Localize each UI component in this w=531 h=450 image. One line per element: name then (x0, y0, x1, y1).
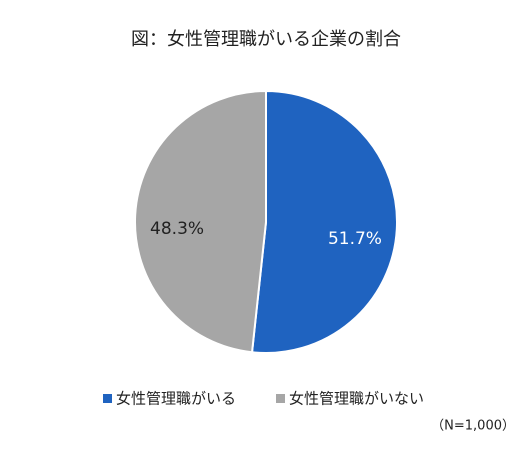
legend-swatch (276, 394, 285, 403)
annotation: （N=1,000） (431, 419, 515, 434)
pie-slice (250, 89, 398, 354)
legend-label: 女性管理職がいる (116, 390, 236, 408)
pie-slice (134, 89, 267, 354)
legend-swatch (103, 394, 112, 403)
data-label: 51.7% (328, 229, 382, 249)
legend-label: 女性管理職がいない (289, 390, 424, 408)
data-label: 48.3% (150, 219, 204, 239)
chart-title: 図：女性管理職がいる企業の割合 (131, 29, 401, 50)
